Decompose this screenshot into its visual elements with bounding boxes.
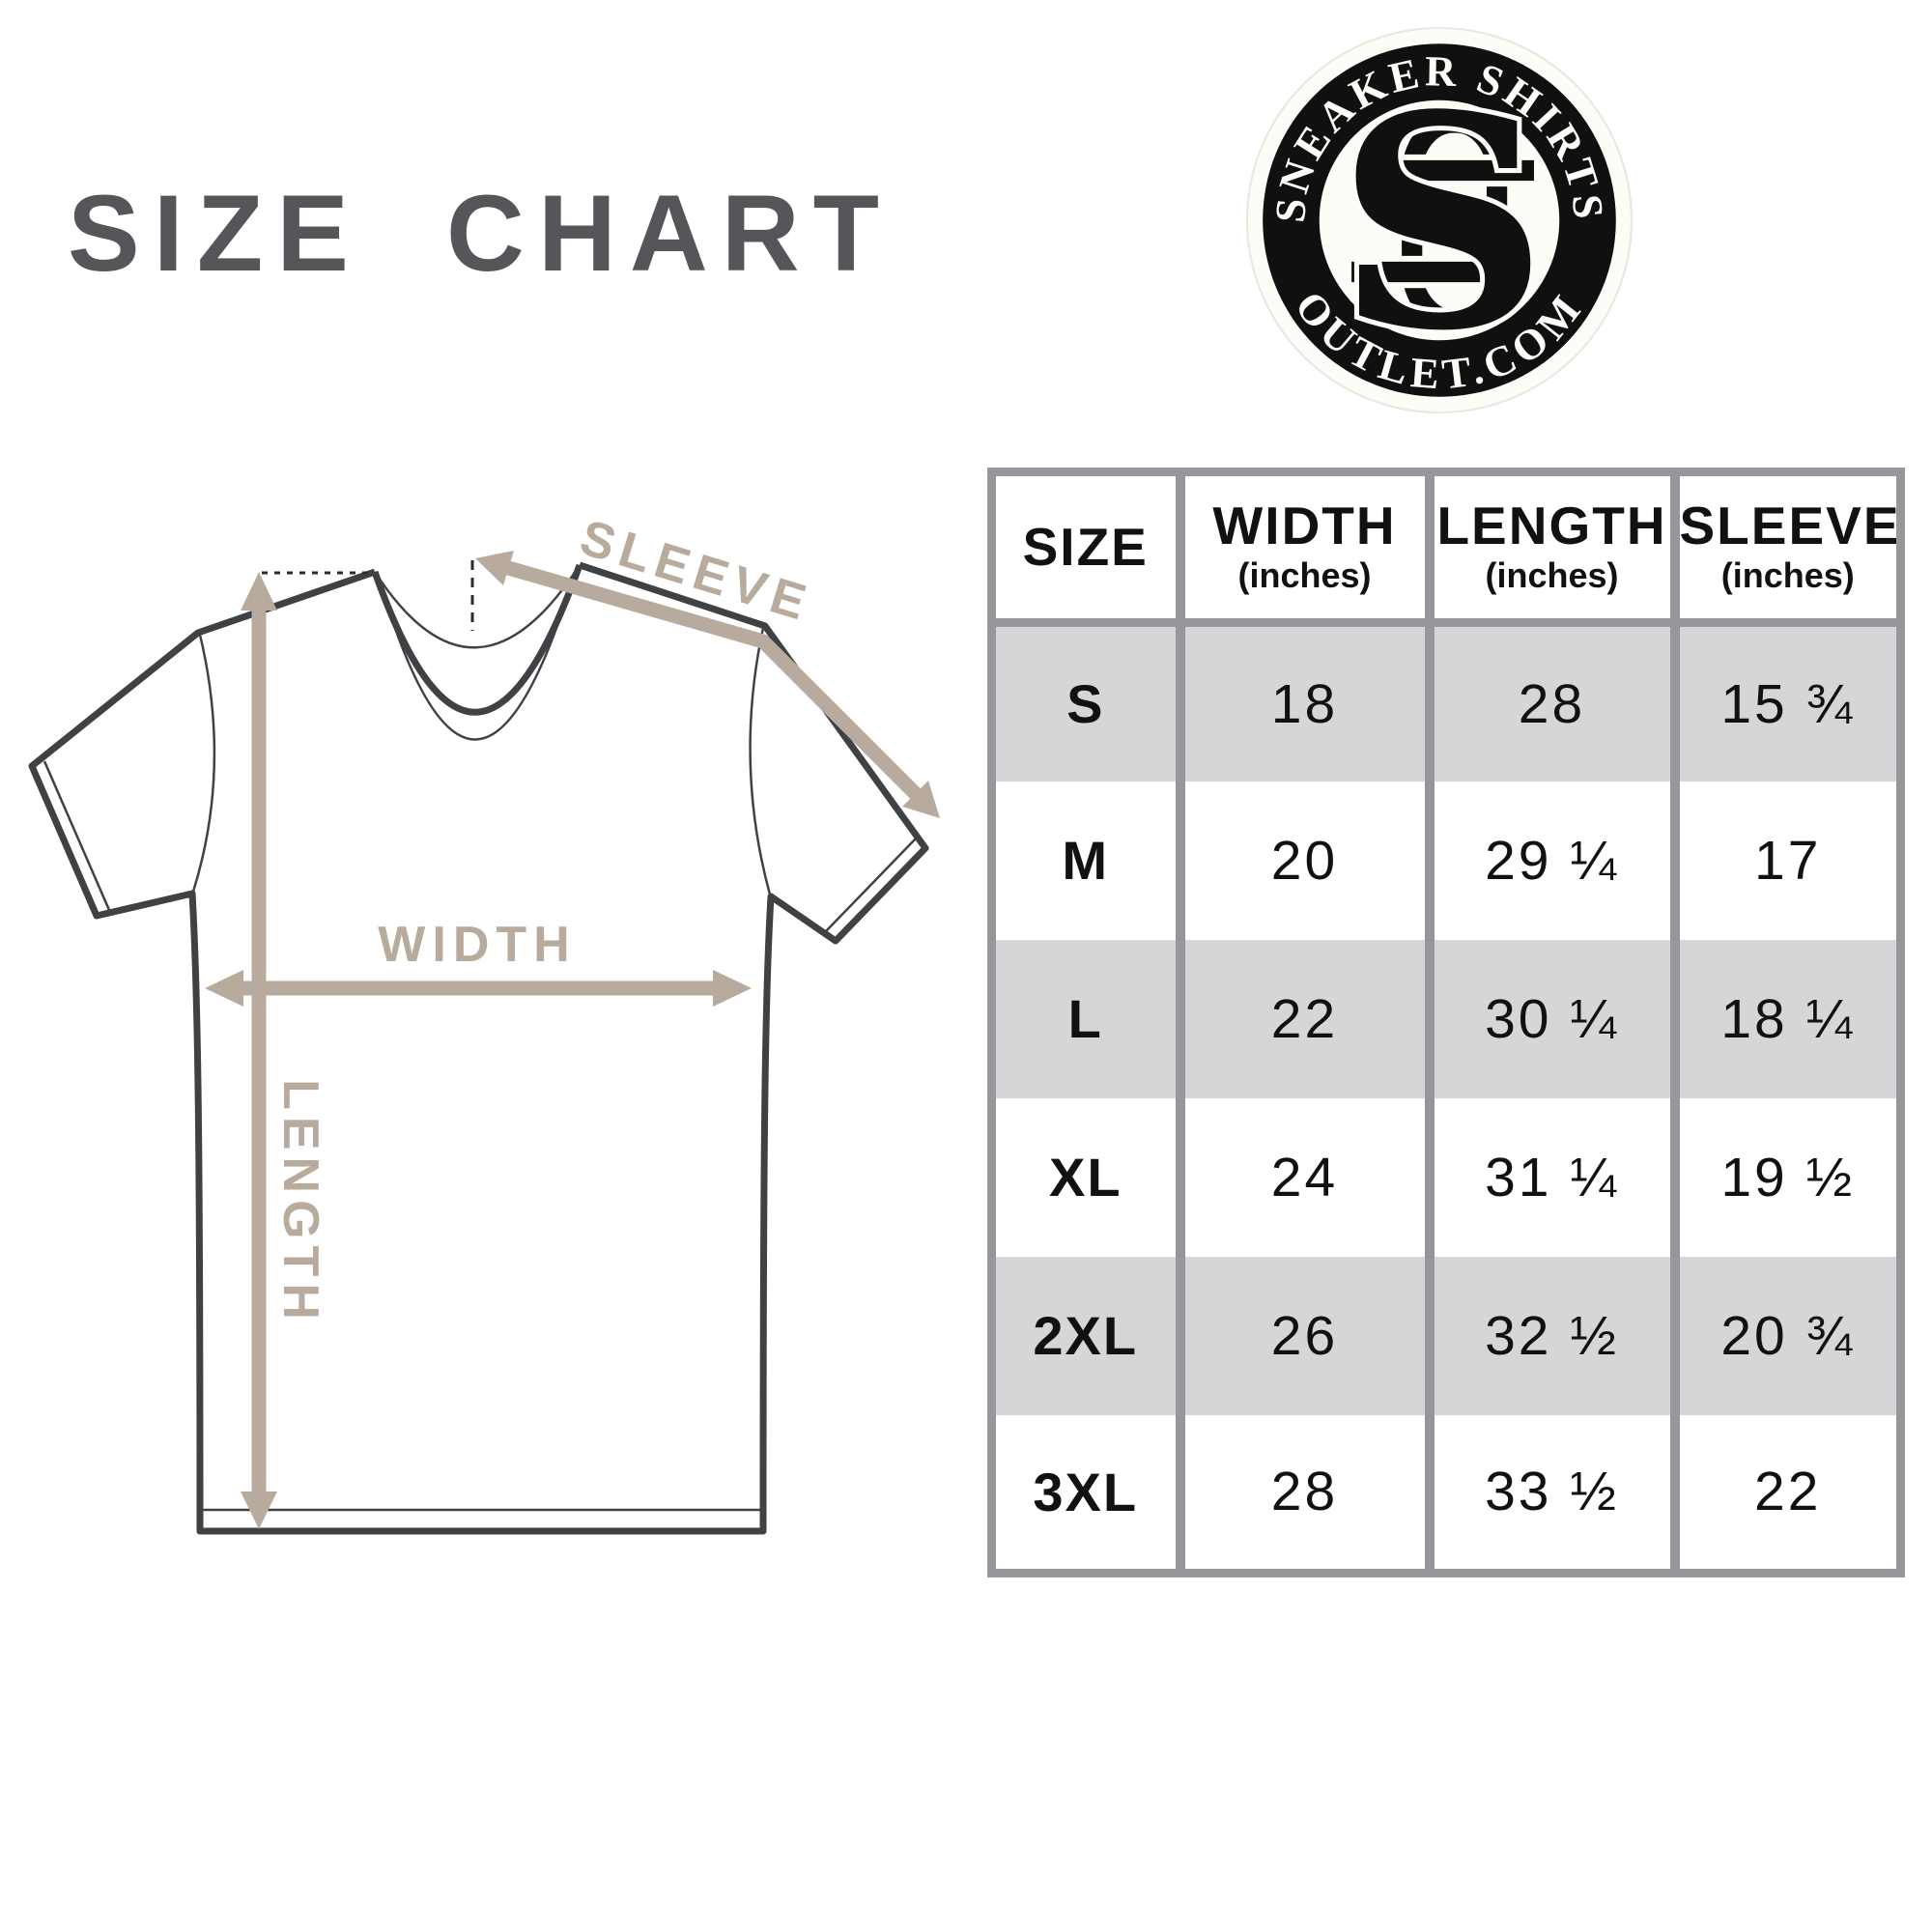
length-cell: 28	[1424, 622, 1675, 781]
length-cell: 31 ¼	[1424, 1097, 1675, 1257]
length-cell: 33 ½	[1424, 1414, 1675, 1574]
length-label: LENGTH	[272, 1079, 328, 1326]
size-cell: M	[1062, 830, 1110, 891]
size-cell: L	[1067, 988, 1103, 1049]
table-row: M 20 29 ¼ 17	[991, 781, 1901, 940]
width-label: WIDTH	[378, 917, 576, 973]
sleeve-cell: 19 ½	[1669, 1097, 1901, 1257]
column-label: LENGTH	[1436, 495, 1667, 555]
column-label: WIDTH	[1212, 495, 1397, 555]
width-cell: 18	[1175, 622, 1430, 781]
width-cell: 20	[1175, 781, 1430, 940]
column-header-width: WIDTH (inches)	[1175, 471, 1430, 627]
table-row: S 18 28 15 ¾	[991, 622, 1901, 781]
column-sublabel: (inches)	[1720, 555, 1855, 596]
column-header-length: LENGTH (inches)	[1424, 471, 1675, 627]
sleeve-arrow	[475, 551, 940, 818]
width-cell: 22	[1175, 939, 1430, 1098]
header-row: SIZE WIDTH (inches) LENGTH (inches) SLEEVE (in…	[991, 471, 1901, 627]
size-table: SIZE WIDTH (inches) LENGTH (inches) SLEEVE (in…	[987, 468, 1905, 1577]
sleeve-cell: 22	[1669, 1414, 1901, 1574]
column-label: SLEEVE	[1679, 495, 1901, 555]
size-table-header: SIZE WIDTH (inches) LENGTH (inches) SLEEVE (in…	[991, 471, 1901, 627]
column-header-sleeve: SLEEVE (inches)	[1669, 471, 1901, 627]
collar	[371, 563, 583, 741]
width-cell: 26	[1175, 1256, 1430, 1415]
sleeve-cell: 18 ¼	[1669, 939, 1901, 1098]
sleeve-cell: 20 ¾	[1669, 1256, 1901, 1415]
sso-monogram-icon: S	[1332, 46, 1553, 400]
column-header-size: SIZE	[991, 471, 1180, 627]
column-label: SIZE	[1022, 516, 1149, 577]
tshirt-measurement-diagram: SLEEVE WIDTH LENGTH	[28, 510, 940, 1535]
svg-text:S: S	[1337, 51, 1548, 395]
column-sublabel: (inches)	[1485, 555, 1619, 596]
size-cell: 2XL	[1033, 1305, 1139, 1366]
sleeve-cell: 17	[1669, 781, 1901, 940]
page-title: SIZE CHART	[68, 173, 893, 294]
length-cell: 30 ¼	[1424, 939, 1675, 1098]
length-cell: 32 ½	[1424, 1256, 1675, 1415]
seam-lines	[43, 627, 917, 1512]
sleeve-cell: 15 ¾	[1669, 622, 1901, 781]
table-row: 2XL 26 32 ½ 20 ¾	[991, 1256, 1901, 1415]
size-cell: S	[1066, 673, 1105, 735]
length-cell: 29 ¼	[1424, 781, 1675, 940]
width-arrow	[205, 970, 752, 1007]
column-sublabel: (inches)	[1237, 555, 1372, 596]
table-row: 3XL 28 33 ½ 22	[991, 1414, 1901, 1574]
width-cell: 24	[1175, 1097, 1430, 1257]
size-cell: 3XL	[1033, 1461, 1139, 1522]
tshirt-outline	[28, 561, 929, 1535]
length-arrow	[241, 572, 277, 1529]
size-cell: XL	[1048, 1147, 1122, 1208]
table-row: XL 24 31 ¼ 19 ½	[991, 1097, 1901, 1257]
size-table-body: S 18 28 15 ¾ M 20 29 ¼ 17 L 22 30 ¼ 18 ¼ XL 24 31 ¼ 19 …	[991, 622, 1901, 1574]
brand-logo: SNEAKER SHIRTS OUTLET.COM S	[1246, 27, 1633, 413]
table-row: L 22 30 ¼ 18 ¼	[991, 939, 1901, 1098]
width-cell: 28	[1175, 1414, 1430, 1574]
measure-arrows	[205, 551, 940, 1529]
